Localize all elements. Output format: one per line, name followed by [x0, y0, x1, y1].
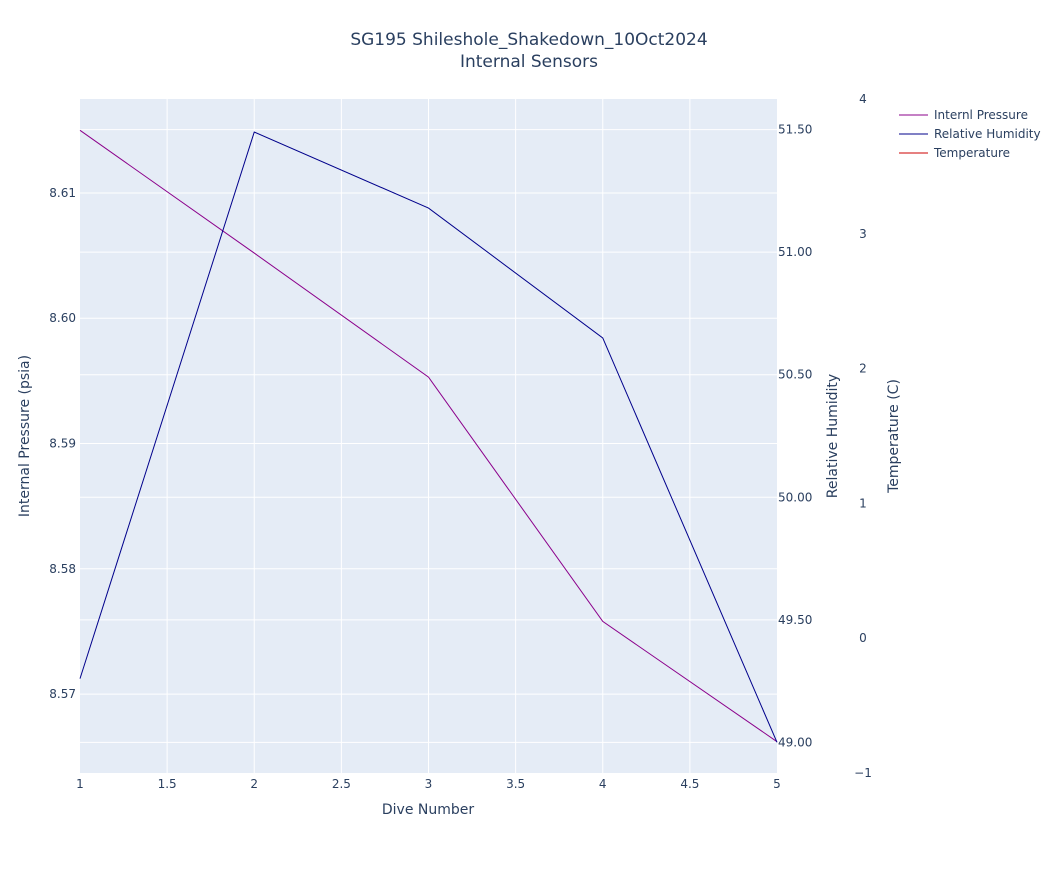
- series-line-internl-pressure: [79, 129, 778, 743]
- y1-tick-label: 8.59: [49, 437, 76, 451]
- y3-tick-label: −1: [854, 766, 872, 780]
- chart-title-line1: SG195 Shileshole_Shakedown_10Oct2024: [350, 30, 707, 50]
- y2-axis-title: Relative Humidity: [825, 374, 841, 498]
- x-tick-label: 2: [250, 777, 258, 791]
- y1-tick-label: 8.57: [49, 687, 76, 701]
- y2-tick-label: 50.00: [778, 490, 812, 504]
- x-tick-label: 1.5: [158, 777, 177, 791]
- y3-tick-label: 4: [859, 92, 867, 106]
- y2-tick-label: 51.50: [778, 123, 812, 137]
- y2-tick-label: 49.00: [778, 735, 812, 749]
- legend: Internl Pressure Relative Humidity Tempera…: [899, 108, 1041, 160]
- axis-ticks: 1 1.5 2 2.5 3 3.5 4 4.5 5 8.57 8.58 8.59 8.60 8.61 49.…: [49, 92, 872, 791]
- x-tick-label: 1: [76, 777, 84, 791]
- y1-tick-label: 8.61: [49, 186, 76, 200]
- grid: [80, 99, 777, 773]
- chart-title-line2: Internal Sensors: [460, 52, 598, 72]
- y1-tick-label: 8.58: [49, 562, 76, 576]
- x-tick-label: 2.5: [332, 777, 351, 791]
- x-tick-label: 4.5: [680, 777, 699, 791]
- y3-axis-title: Temperature (C): [886, 379, 902, 494]
- x-axis-title: Dive Number: [382, 802, 475, 818]
- x-tick-label: 5: [773, 777, 781, 791]
- y3-tick-label: 3: [859, 227, 867, 241]
- y2-tick-label: 51.00: [778, 245, 812, 259]
- series-line-relative-humidity: [79, 131, 778, 743]
- series-lines: [79, 129, 778, 743]
- x-tick-label: 3.5: [506, 777, 525, 791]
- y1-tick-label: 8.60: [49, 311, 76, 325]
- x-tick-label: 4: [599, 777, 607, 791]
- y3-tick-label: 0: [859, 631, 867, 645]
- y2-tick-label: 49.50: [778, 613, 812, 627]
- x-tick-label: 3: [425, 777, 433, 791]
- y2-tick-label: 50.50: [778, 368, 812, 382]
- legend-label-relative-humidity: Relative Humidity: [934, 127, 1041, 141]
- y1-axis-title: Internal Pressure (psia): [17, 355, 33, 517]
- legend-label-temperature: Temperature: [933, 146, 1010, 160]
- y3-tick-label: 1: [859, 496, 867, 510]
- y3-tick-label: 2: [859, 362, 867, 376]
- legend-label-internl-pressure: Internl Pressure: [934, 108, 1028, 122]
